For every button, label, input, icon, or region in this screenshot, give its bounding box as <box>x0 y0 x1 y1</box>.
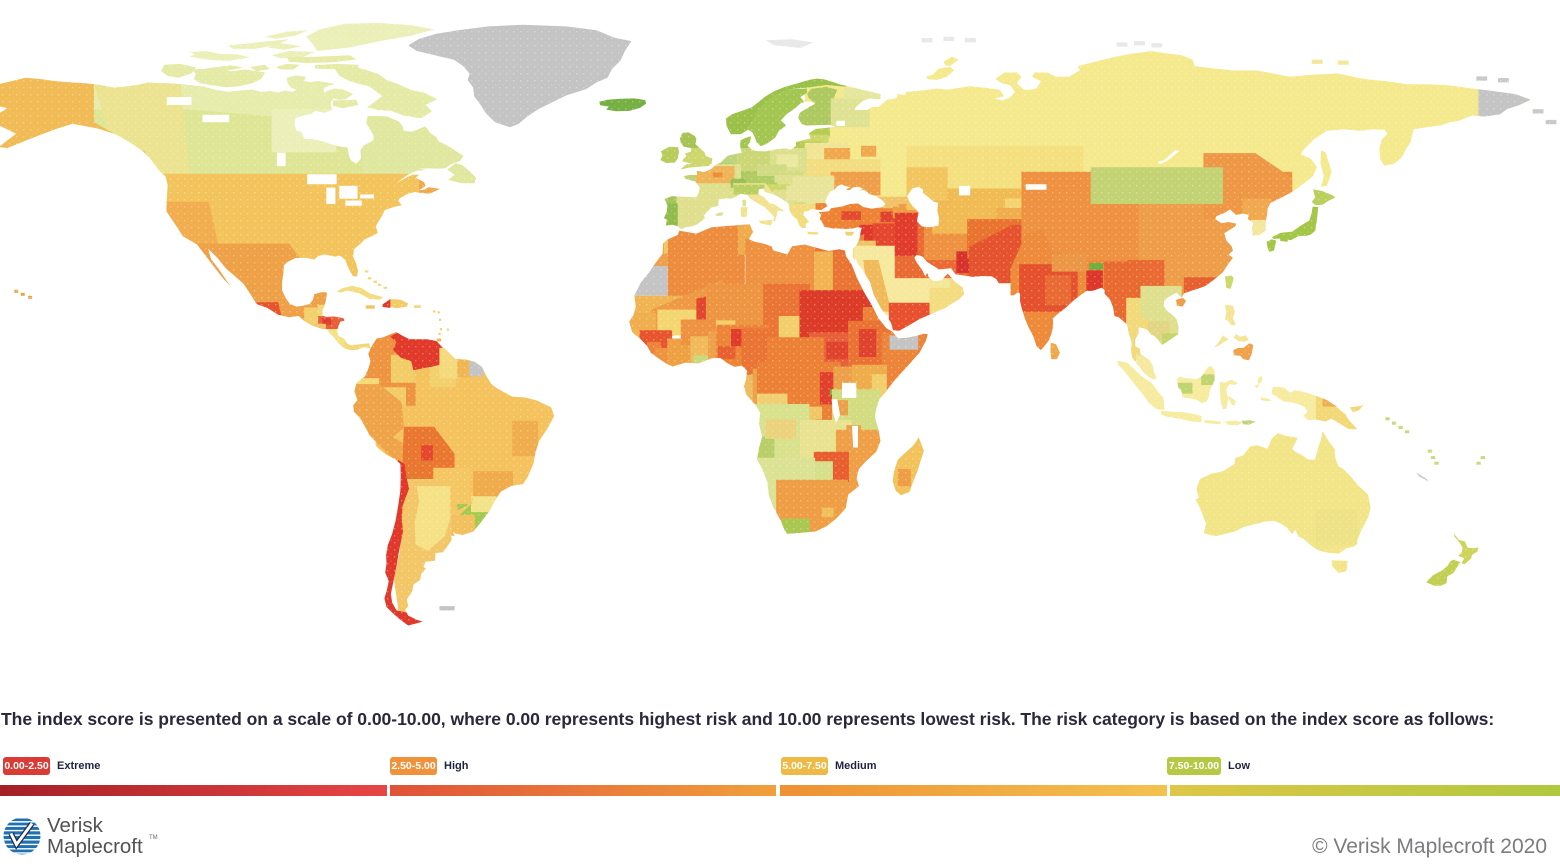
svg-text:TM: TM <box>149 835 158 841</box>
svg-text:Verisk: Verisk <box>47 814 104 837</box>
svg-text:Maplecroft: Maplecroft <box>47 835 143 858</box>
